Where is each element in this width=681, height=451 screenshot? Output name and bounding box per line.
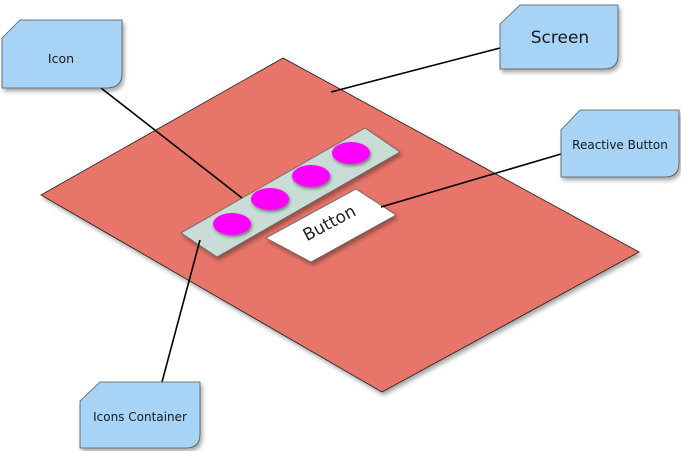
callout-screen-text: Screen — [531, 28, 589, 48]
reactive-button-leader — [380, 153, 562, 208]
callout-icon: Icon — [1, 19, 123, 89]
icons-container-leader — [161, 239, 201, 383]
callout-reactive-button-text: Reactive Button — [572, 138, 668, 152]
callout-icons-container-text: Icons Container — [93, 410, 187, 424]
icon[interactable] — [251, 188, 289, 210]
icon[interactable] — [332, 142, 370, 164]
icon[interactable] — [213, 213, 251, 235]
screen-leader — [330, 47, 501, 93]
leader-lines — [100, 47, 562, 383]
callout-icons-container: Icons Container — [79, 381, 201, 449]
callout-icon-text: Icon — [48, 51, 74, 66]
icon-group — [213, 142, 370, 235]
callout-reactive-button: Reactive Button — [560, 109, 680, 178]
icon[interactable] — [292, 165, 330, 187]
icon-leader — [100, 87, 243, 199]
callout-screen: Screen — [499, 4, 619, 70]
